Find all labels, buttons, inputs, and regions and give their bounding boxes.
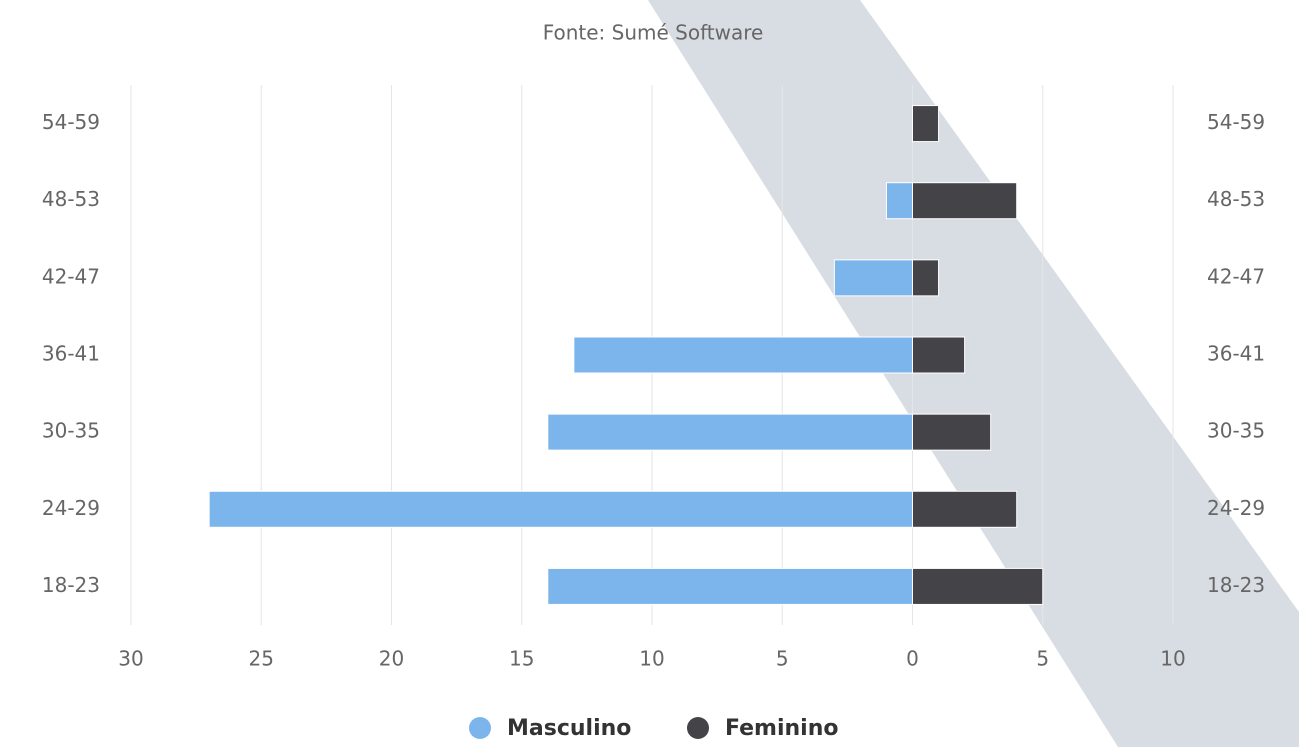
- x-tick-label: 0: [906, 647, 919, 671]
- legend-label: Feminino: [725, 716, 839, 741]
- y-tick-label: 24-29: [42, 496, 100, 520]
- background-stripe: [648, 0, 1299, 747]
- x-tick-label: 30: [118, 647, 143, 671]
- y-tick-label: 18-23: [42, 573, 100, 597]
- bar: [912, 567, 1044, 605]
- x-tick-label: 20: [379, 647, 404, 671]
- y-tick-label-right: 42-47: [1207, 264, 1265, 288]
- bar: [912, 413, 992, 451]
- y-tick-label-right: 36-41: [1207, 342, 1265, 366]
- bar: [208, 490, 913, 528]
- bar: [912, 336, 966, 374]
- x-tick-label: 5: [1036, 647, 1049, 671]
- x-tick-label: 10: [639, 647, 664, 671]
- bar: [912, 490, 1018, 528]
- x-tick-label: 25: [249, 647, 274, 671]
- y-tick-label-right: 30-35: [1207, 419, 1265, 443]
- bar: [912, 259, 940, 297]
- y-tick-label-right: 24-29: [1207, 496, 1265, 520]
- y-tick-label: 42-47: [42, 264, 100, 288]
- legend-label: Masculino: [507, 716, 631, 741]
- legend-marker: [469, 717, 491, 739]
- bar: [912, 182, 1018, 220]
- y-tick-label: 48-53: [42, 187, 100, 211]
- bar: [885, 182, 914, 220]
- bar: [833, 259, 913, 297]
- chart-subtitle: Fonte: Sumé Software: [543, 21, 764, 45]
- bar: [573, 336, 913, 374]
- y-tick-label-right: 18-23: [1207, 573, 1265, 597]
- y-tick-label-right: 54-59: [1207, 110, 1265, 134]
- y-tick-label-right: 48-53: [1207, 187, 1265, 211]
- x-tick-label: 5: [776, 647, 789, 671]
- x-tick-label: 15: [509, 647, 534, 671]
- y-tick-label: 36-41: [42, 342, 100, 366]
- bar: [547, 413, 913, 451]
- bar: [912, 105, 940, 143]
- x-tick-label: 10: [1160, 647, 1185, 671]
- legend-marker: [687, 717, 709, 739]
- bar: [547, 567, 913, 605]
- y-tick-label: 54-59: [42, 110, 100, 134]
- y-tick-label: 30-35: [42, 419, 100, 443]
